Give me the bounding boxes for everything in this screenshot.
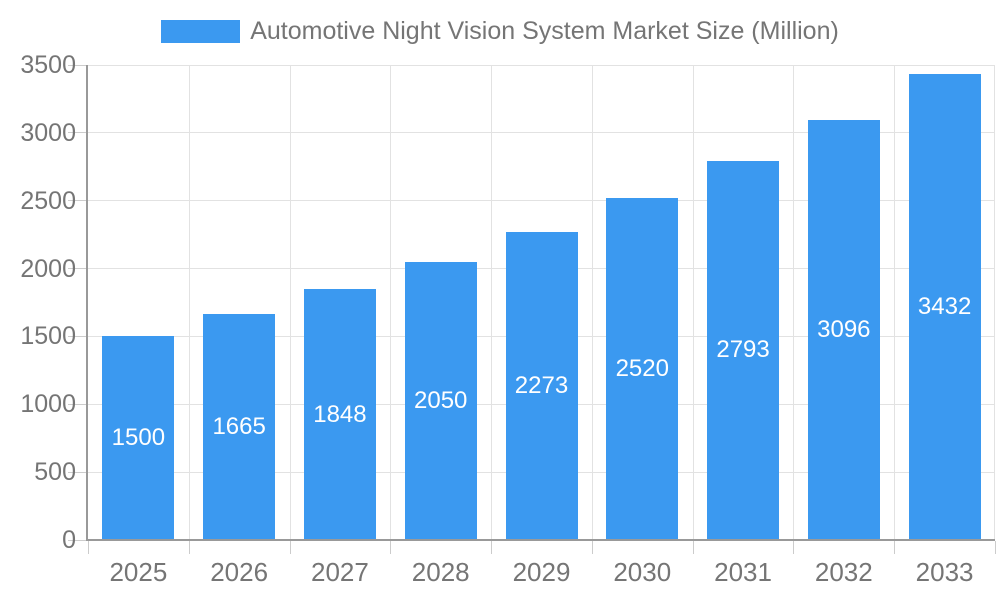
x-axis-line [86,539,995,541]
x-tick-label: 2026 [210,557,269,587]
x-tick-label: 2030 [613,557,672,587]
gridline-vertical [390,65,392,540]
gridline-vertical [591,65,593,540]
gridline-vertical [894,65,896,540]
gridline-vertical [793,65,795,540]
gridline-horizontal [88,200,995,202]
y-tick-label: 2500 [20,186,76,215]
y-axis-line [86,65,88,540]
bar [102,336,175,540]
y-axis-tick [68,268,86,270]
y-tick-label: 0 [62,526,76,554]
gridline-horizontal [88,64,995,66]
bar [707,160,780,540]
plot-area: 1500 1665 1848 2050 2273 2520 2793 3096 3432 [88,64,995,540]
y-axis-tick [68,403,86,405]
y-axis-tick [68,200,86,202]
bar-value-label: 1665 [212,413,266,441]
x-tick-label: 2031 [714,557,772,587]
x-axis-tick [793,541,795,554]
bar-value-label: 3432 [917,293,972,321]
bar [807,119,880,540]
bar [606,198,679,540]
x-axis-tick [591,541,593,554]
gridline-vertical [692,65,694,540]
bar [404,261,477,540]
bar-value-label: 2050 [414,386,468,414]
y-axis-tick [68,132,86,134]
bar-value-label: 1848 [313,400,367,428]
legend-item[interactable]: Automotive Night Vision System Market Si… [0,18,1000,45]
bar [203,314,276,540]
y-tick-label: 1500 [20,322,76,351]
x-tick-label: 2027 [311,557,369,587]
bar-value-label: 1500 [111,424,166,452]
x-tick-label: 2029 [512,557,571,587]
bar-value-label: 2793 [716,336,770,364]
y-tick-label: 3500 [20,51,76,79]
bar-value-label: 2273 [514,371,569,399]
y-axis-tick [68,539,86,541]
gridline-vertical [491,65,493,540]
legend-swatch [161,20,241,43]
y-axis-tick [68,335,86,337]
bar [505,231,578,540]
bar-value-label: 3096 [817,315,871,343]
bar [908,74,981,540]
x-axis-tick [88,541,89,554]
y-axis-tick [68,64,86,66]
gridline-vertical [289,65,291,540]
x-tick-label: 2032 [814,557,873,587]
x-axis-tick [894,541,896,554]
x-axis-tick [188,541,190,554]
x-axis-tick [491,541,493,554]
x-tick-label: 2028 [411,557,470,587]
y-tick-label: 500 [34,458,76,487]
x-tick-label: 2025 [109,557,168,587]
bar [303,289,376,540]
gridline-vertical [188,65,190,540]
gridline-horizontal [88,132,995,134]
x-axis-tick [390,541,392,554]
x-tick-label: 2033 [915,557,974,587]
gridline-vertical [994,65,995,540]
y-axis-tick [68,471,86,473]
y-tick-label: 2000 [20,254,76,283]
x-axis-tick [995,541,996,554]
x-axis-tick [289,541,291,554]
x-axis-tick [692,541,694,554]
legend-label: Automotive Night Vision System Market Si… [250,17,839,45]
bar-value-label: 2520 [615,355,669,382]
y-tick-label: 3000 [20,118,76,147]
y-tick-label: 1000 [20,390,76,419]
